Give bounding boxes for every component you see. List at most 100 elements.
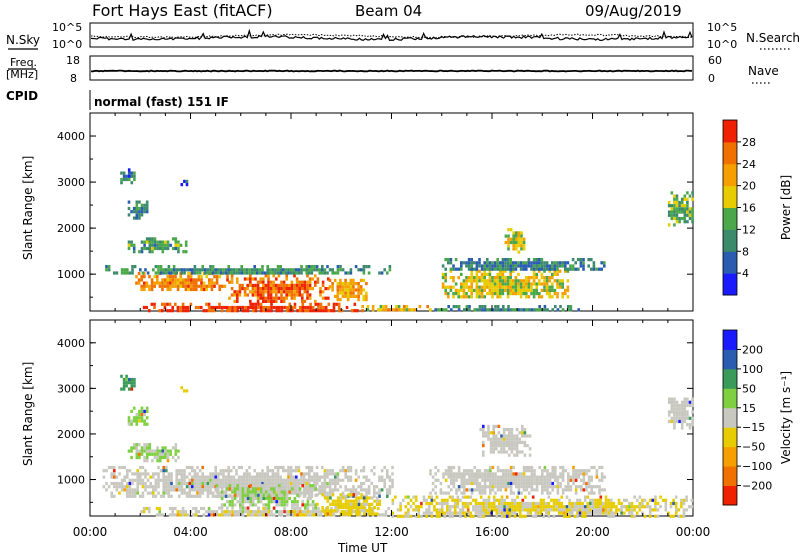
vel-cell xyxy=(538,478,541,482)
vel-cell xyxy=(355,493,358,497)
power-cell xyxy=(264,290,268,294)
vel-cell xyxy=(604,498,608,502)
vel-cell xyxy=(459,514,462,518)
power-cell xyxy=(480,285,484,289)
vel-cell xyxy=(583,511,587,515)
vel-cell xyxy=(245,485,249,489)
power-cell xyxy=(177,250,180,254)
vel-cell xyxy=(528,481,531,486)
power-cell xyxy=(185,179,189,183)
power-cell xyxy=(475,279,479,283)
power-cell xyxy=(301,283,304,287)
vel-cell xyxy=(145,443,149,447)
power-cell xyxy=(535,276,538,280)
power-cell xyxy=(288,287,291,291)
vel-cell xyxy=(477,511,480,515)
power-cell xyxy=(517,279,520,283)
vel-cell xyxy=(615,505,618,509)
power-cell xyxy=(359,291,363,295)
power-cell xyxy=(308,283,312,287)
power-colorbar-label: 8 xyxy=(742,245,749,258)
vel-cell xyxy=(230,485,233,489)
power-cell xyxy=(167,268,171,272)
power-cell xyxy=(315,265,319,269)
vel-cell xyxy=(118,491,121,495)
vel-cell xyxy=(673,403,676,408)
vel-cell xyxy=(289,472,293,476)
power-cell xyxy=(367,265,371,269)
power-cell xyxy=(306,296,309,300)
vel-cell xyxy=(494,472,497,476)
power-cell xyxy=(359,285,363,289)
power-cell xyxy=(504,276,507,280)
vel-cell xyxy=(308,472,311,476)
vel-cell xyxy=(326,509,330,513)
vel-cell xyxy=(491,465,495,470)
vel-cell xyxy=(602,501,605,506)
vel-cell xyxy=(476,475,479,479)
power-cell xyxy=(525,276,528,280)
vel-cell xyxy=(429,491,432,495)
vel-cell xyxy=(686,397,689,401)
power-ytick-label: 4000 xyxy=(57,130,85,143)
vel-cell xyxy=(531,495,535,499)
vel-cell xyxy=(280,500,284,504)
power-cell xyxy=(148,275,151,279)
vel-cell xyxy=(138,416,141,420)
vel-cell xyxy=(442,475,445,479)
power-cell xyxy=(522,261,525,265)
power-cell xyxy=(148,246,152,251)
vel-cell xyxy=(482,498,486,502)
power-cell xyxy=(164,240,167,244)
vel-cell xyxy=(512,472,515,476)
vel-cell xyxy=(145,446,149,450)
power-cell xyxy=(447,295,450,299)
power-cell xyxy=(127,174,131,178)
vel-cell xyxy=(691,416,694,420)
vel-cell xyxy=(315,478,319,482)
power-cell xyxy=(525,308,528,312)
vel-cell xyxy=(300,491,303,495)
power-cell xyxy=(187,275,190,279)
vel-cell xyxy=(110,475,113,479)
vel-cell xyxy=(481,491,484,495)
vel-cell xyxy=(295,491,298,495)
power-cell xyxy=(683,207,687,211)
vel-cell xyxy=(321,485,324,489)
vel-cell xyxy=(556,491,560,495)
vel-cell xyxy=(256,478,259,482)
vel-cell xyxy=(667,410,671,414)
vel-cell xyxy=(452,478,456,482)
vel-cell xyxy=(678,410,681,414)
power-cell xyxy=(457,288,460,292)
vel-cell xyxy=(373,485,376,489)
vel-colorbar-step xyxy=(723,330,737,350)
vel-cell xyxy=(625,498,629,502)
power-cell xyxy=(145,305,148,310)
power-cell xyxy=(218,284,221,288)
power-cell xyxy=(444,258,447,262)
vel-cell xyxy=(485,511,488,515)
vel-cell xyxy=(235,469,238,473)
vel-cell xyxy=(145,422,149,426)
vel-cell xyxy=(447,475,450,479)
vel-cell xyxy=(228,510,232,514)
vel-cell xyxy=(248,478,251,482)
power-cell xyxy=(233,299,236,303)
power-cell xyxy=(519,295,523,299)
power-cell xyxy=(460,272,463,276)
power-cell xyxy=(460,295,463,299)
vel-cell xyxy=(266,481,269,486)
power-cell xyxy=(499,267,502,271)
vel-cell xyxy=(370,512,374,516)
vel-cell xyxy=(512,478,515,482)
power-cell xyxy=(509,228,513,232)
power-cell xyxy=(245,271,249,275)
vel-cell xyxy=(470,491,474,495)
vel-cell xyxy=(373,499,376,503)
vel-cell xyxy=(165,491,168,495)
vel-cell xyxy=(228,500,232,504)
vel-cell xyxy=(440,505,444,509)
power-cell xyxy=(209,268,212,272)
vel-cell xyxy=(140,510,143,514)
